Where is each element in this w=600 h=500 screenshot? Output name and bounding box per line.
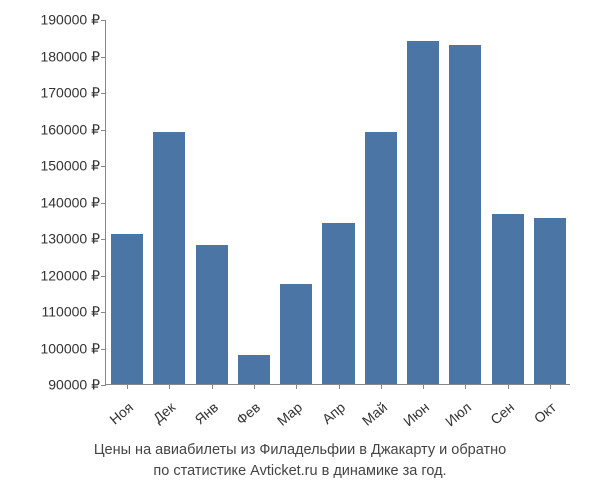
x-tick-label: Окт: [518, 399, 559, 437]
bar: [280, 284, 312, 384]
y-tick-label: 130000 ₽: [40, 231, 100, 248]
bar: [111, 234, 143, 384]
x-tick-mark: [339, 384, 340, 389]
y-tick-mark: [101, 349, 106, 350]
x-tick-label: Дек: [138, 399, 179, 437]
bar: [238, 355, 270, 384]
chart-caption: Цены на авиабилеты из Филадельфии в Джак…: [0, 440, 600, 482]
y-tick-label: 160000 ₽: [40, 121, 100, 138]
y-tick-mark: [101, 385, 106, 386]
x-tick-label: Июл: [434, 399, 475, 437]
x-tick-mark: [381, 384, 382, 389]
caption-line2: по статистике Avticket.ru в динамике за …: [153, 463, 446, 479]
y-tick-label: 150000 ₽: [40, 158, 100, 175]
y-tick-label: 170000 ₽: [40, 85, 100, 102]
bar: [196, 245, 228, 384]
bar: [449, 45, 481, 384]
x-tick-mark: [296, 384, 297, 389]
x-tick-label: Мар: [264, 399, 305, 437]
y-tick-mark: [101, 276, 106, 277]
x-tick-label: Ноя: [95, 399, 136, 437]
y-tick-mark: [101, 20, 106, 21]
caption-line1: Цены на авиабилеты из Филадельфии в Джак…: [94, 442, 506, 458]
y-tick-mark: [101, 57, 106, 58]
y-tick-label: 110000 ₽: [42, 304, 100, 321]
x-tick-mark: [508, 384, 509, 389]
y-tick-label: 140000 ₽: [40, 194, 100, 211]
x-tick-mark: [423, 384, 424, 389]
plot-area: [105, 20, 570, 385]
bar: [407, 41, 439, 384]
y-tick-label: 100000 ₽: [40, 340, 100, 357]
x-tick-label: Янв: [180, 399, 221, 437]
y-tick-mark: [101, 166, 106, 167]
x-tick-label: Май: [349, 399, 390, 437]
x-tick-mark: [127, 384, 128, 389]
x-tick-mark: [550, 384, 551, 389]
y-tick-mark: [101, 239, 106, 240]
y-tick-mark: [101, 312, 106, 313]
y-tick-mark: [101, 93, 106, 94]
y-tick-label: 190000 ₽: [40, 12, 100, 29]
bar: [534, 218, 566, 384]
bar: [365, 132, 397, 384]
bar: [153, 132, 185, 384]
y-tick-mark: [101, 130, 106, 131]
chart-container: [105, 20, 570, 385]
x-tick-label: Фев: [222, 399, 263, 437]
x-tick-mark: [254, 384, 255, 389]
y-tick-label: 180000 ₽: [40, 48, 100, 65]
x-tick-mark: [169, 384, 170, 389]
bar: [492, 214, 524, 384]
x-tick-label: Апр: [307, 399, 348, 437]
y-tick-label: 120000 ₽: [40, 267, 100, 284]
y-tick-mark: [101, 203, 106, 204]
y-tick-label: 90000 ₽: [48, 377, 100, 394]
bar: [322, 223, 354, 384]
x-tick-mark: [212, 384, 213, 389]
x-tick-label: Июн: [391, 399, 432, 437]
x-tick-mark: [465, 384, 466, 389]
x-tick-label: Сен: [476, 399, 517, 437]
